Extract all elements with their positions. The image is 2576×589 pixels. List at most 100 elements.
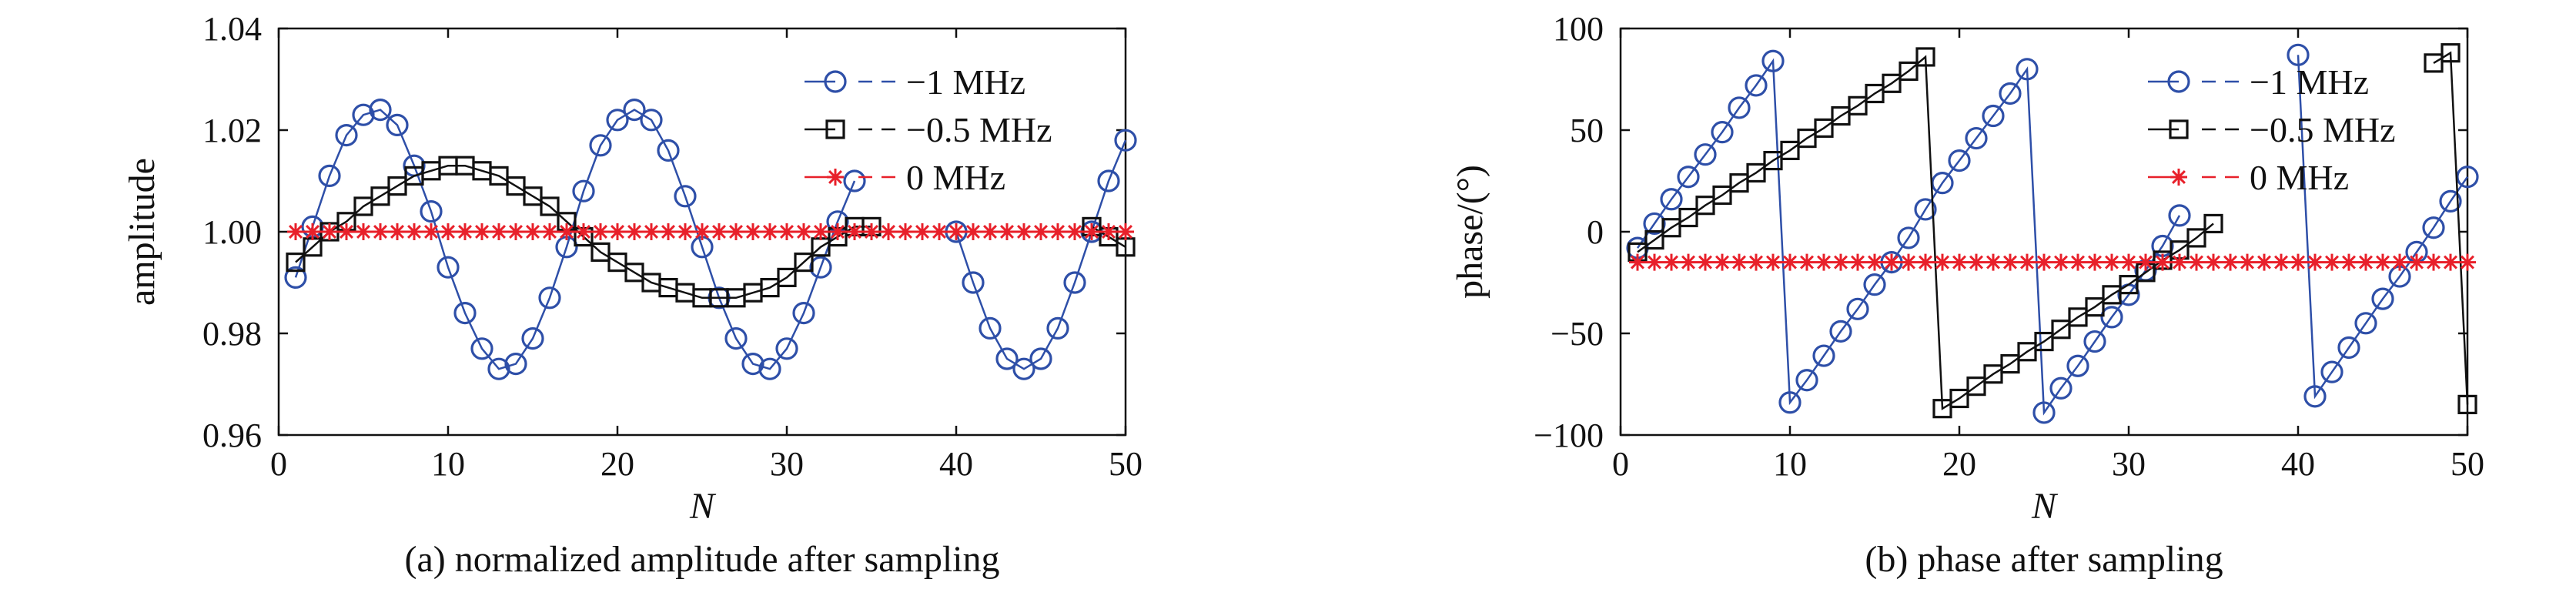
x-tick-label: 50 <box>1109 445 1142 483</box>
data-point <box>2100 306 2123 329</box>
series-circle <box>284 99 1137 380</box>
data-point <box>965 223 982 240</box>
legend: −1 MHz −0.5 MHz 0 MHz <box>805 62 1052 197</box>
data-point <box>897 223 914 240</box>
data-point <box>812 223 829 240</box>
data-point <box>1097 169 1120 192</box>
data-point <box>1795 369 1818 392</box>
data-point <box>1780 140 1800 160</box>
y-tick-label: 1.04 <box>202 10 262 48</box>
data-point <box>2408 253 2425 271</box>
data-point <box>2391 253 2408 271</box>
data-point <box>572 179 595 202</box>
data-point <box>1985 253 2002 271</box>
data-point <box>589 134 612 157</box>
data-point <box>2340 253 2357 271</box>
data-point <box>640 109 663 132</box>
data-point <box>2459 253 2476 271</box>
data-point <box>1100 223 1117 240</box>
data-point <box>524 223 541 240</box>
data-point <box>1063 271 1086 294</box>
data-point <box>1848 95 1868 115</box>
data-point <box>2171 253 2188 271</box>
legend-marker <box>2170 169 2187 186</box>
legend-label: 0 MHz <box>906 158 1005 197</box>
data-point <box>777 267 797 287</box>
data-point <box>1897 226 1920 249</box>
data-point <box>1731 253 1748 271</box>
data-point <box>1711 121 1734 144</box>
y-tick-label: 0.96 <box>202 417 262 454</box>
chart-amplitude: 0 10 20 30 40 50 0.96 0.98 1.00 1.02 1.04 Namplitud… <box>122 10 1142 580</box>
data-point <box>1865 83 1885 104</box>
data-point <box>1781 253 1798 271</box>
data-point <box>880 223 897 240</box>
legend-marker <box>824 70 847 93</box>
data-point <box>794 253 814 273</box>
data-point <box>1932 399 1952 419</box>
legend-label: −0.5 MHz <box>906 110 1052 149</box>
data-point <box>1029 347 1052 370</box>
data-point <box>1866 253 1883 271</box>
data-point <box>541 223 558 240</box>
data-point <box>1983 364 2003 384</box>
data-point <box>489 166 509 186</box>
data-point <box>523 186 543 206</box>
data-point <box>741 353 764 376</box>
data-point <box>487 357 510 380</box>
data-point <box>2457 394 2477 415</box>
data-point <box>1745 74 1768 97</box>
data-point <box>2287 43 2310 66</box>
data-point <box>1695 196 1715 216</box>
data-point <box>1914 198 1937 221</box>
data-point <box>694 223 711 240</box>
x-tick-label: 10 <box>431 445 465 483</box>
data-point <box>2137 253 2154 271</box>
data-point <box>1678 207 1698 228</box>
data-point <box>843 169 866 192</box>
data-point <box>1643 212 1666 236</box>
data-point <box>386 113 409 136</box>
series-asterisk <box>287 223 1134 240</box>
series-asterisk <box>1629 253 2476 271</box>
data-point <box>626 223 643 240</box>
data-point <box>318 164 341 187</box>
data-point <box>2069 253 2086 271</box>
y-tick-label: 100 <box>1553 10 1604 48</box>
data-point <box>1966 376 1986 397</box>
data-point <box>2441 43 2461 63</box>
data-point <box>437 256 460 279</box>
data-point <box>406 223 423 240</box>
data-point <box>760 278 780 298</box>
data-point <box>2120 253 2137 271</box>
data-point <box>995 347 1019 370</box>
data-point <box>538 286 561 310</box>
data-point <box>2066 354 2089 377</box>
data-point <box>1778 391 1802 414</box>
x-tick-label: 40 <box>939 445 973 483</box>
data-point <box>540 196 560 216</box>
data-point <box>1646 253 1663 271</box>
x-tick-label: 30 <box>2112 445 2146 483</box>
y-axis-label: phase/(°) <box>1450 165 1490 299</box>
data-point <box>1831 105 1851 126</box>
legend-label: −1 MHz <box>2250 62 2369 102</box>
data-point <box>1117 223 1134 240</box>
data-point <box>2424 53 2444 73</box>
data-point <box>470 337 493 360</box>
data-point <box>1917 253 1934 271</box>
data-point <box>558 223 575 240</box>
x-tick-label: 40 <box>2281 445 2315 483</box>
data-point <box>2205 253 2222 271</box>
data-point <box>1951 253 1968 271</box>
legend-label: −1 MHz <box>906 62 1025 102</box>
data-point <box>846 223 863 240</box>
figure-caption: (a) normalized amplitude after sampling <box>404 539 999 580</box>
series-line <box>1636 58 2181 416</box>
data-point <box>795 223 812 240</box>
data-point <box>1746 162 1766 183</box>
legend-marker <box>2169 119 2189 139</box>
data-point <box>809 256 832 279</box>
data-point <box>1660 188 1683 211</box>
data-point <box>711 223 728 240</box>
